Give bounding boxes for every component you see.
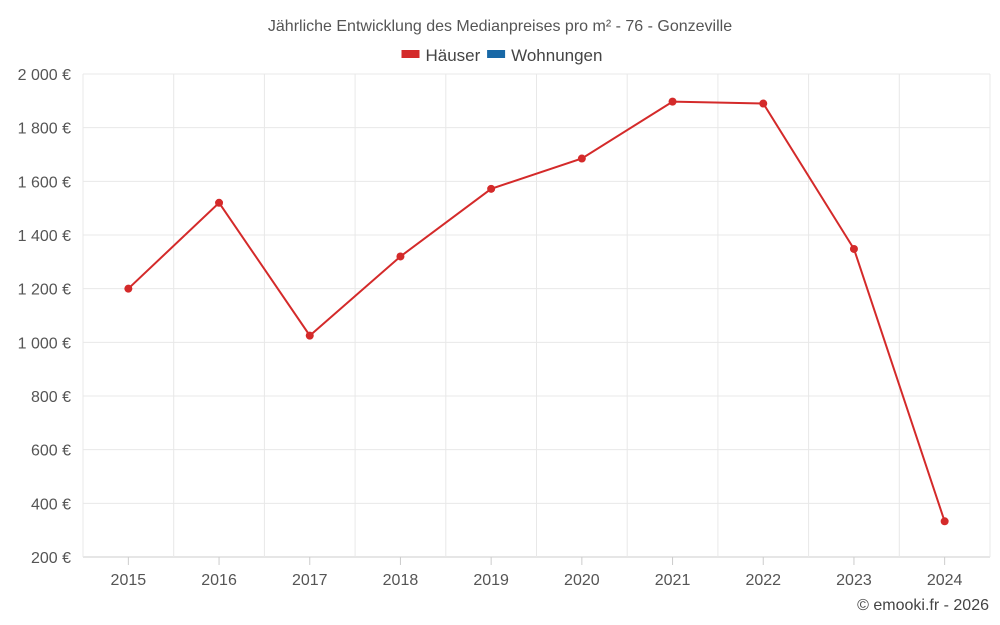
credit-text: © emooki.fr - 2026 [857,597,989,614]
data-point [668,97,677,106]
legend-label-1: Wohnungen [511,46,602,65]
chart-title: Jährliche Entwicklung des Medianpreises … [268,18,732,35]
y-tick-label: 1 800 € [18,121,71,138]
x-tick-label: 2019 [473,572,509,589]
legend-swatch-0 [401,50,420,58]
data-point [577,154,586,163]
data-point [305,331,314,340]
y-axis: 200 € 400 € 600 € 800 € 1 000 € 1 200 € 1 400 … [18,67,71,567]
x-tick-label: 2017 [292,572,328,589]
series [124,97,949,526]
y-tick-label: 600 € [31,443,71,460]
data-point [487,184,496,193]
series-line-0 [127,100,946,522]
data-point [396,252,405,261]
y-tick-label: 1 000 € [18,335,71,352]
x-tick-label: 2018 [383,572,419,589]
data-point [759,99,768,108]
x-tick-label: 2023 [836,572,872,589]
x-tick-label: 2020 [564,572,600,589]
x-tick-label: 2024 [927,572,963,589]
data-point [215,198,224,207]
x-tick-label: 2016 [201,572,237,589]
y-tick-label: 400 € [31,496,71,513]
legend-label-0: Häuser [426,46,481,65]
x-tick-label: 2022 [745,572,781,589]
grid [82,73,991,565]
x-axis: 2015 2016 2017 2018 2019 2020 2021 2022 2023 2024 [111,572,963,589]
legend: Häuser Wohnungen [401,46,602,65]
y-tick-label: 1 400 € [18,228,71,245]
y-tick-label: 1 600 € [18,174,71,191]
y-tick-label: 1 200 € [18,282,71,299]
x-tick-label: 2021 [655,572,691,589]
data-point [849,244,858,253]
legend-swatch-1 [487,50,506,58]
y-tick-label: 200 € [31,550,71,567]
y-tick-label: 800 € [31,389,71,406]
data-point [940,517,949,526]
y-tick-label: 2 000 € [18,67,71,84]
x-tick-label: 2015 [111,572,147,589]
data-point [124,284,133,293]
